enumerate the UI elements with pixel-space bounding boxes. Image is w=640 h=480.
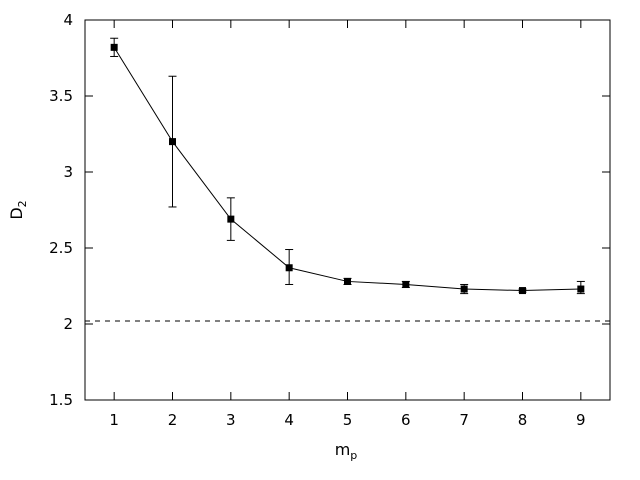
data-point — [519, 287, 526, 295]
data-point — [227, 215, 235, 223]
y-tick-label: 2.5 — [49, 239, 73, 257]
x-tick-label: 9 — [576, 411, 586, 429]
y-tick-label: 3.5 — [49, 87, 73, 105]
x-tick-label: 1 — [109, 411, 119, 429]
y-axis-label-main: D — [7, 207, 26, 219]
x-axis-label: mp — [335, 440, 358, 462]
x-tick-label: 6 — [401, 411, 411, 429]
data-point — [344, 277, 351, 285]
x-tick-label: 7 — [459, 411, 469, 429]
y-axis-label: D2 — [7, 200, 29, 219]
data-point — [577, 285, 585, 293]
data-point — [285, 264, 293, 272]
y-tick-label: 1.5 — [49, 391, 73, 409]
data-layer — [110, 37, 585, 295]
x-tick-label: 8 — [518, 411, 528, 429]
x-tick-label: 3 — [226, 411, 236, 429]
plot-frame — [84, 19, 611, 401]
series-line — [113, 47, 581, 292]
y-axis-label-sub: 2 — [16, 200, 29, 207]
x-tick-label: 4 — [284, 411, 294, 429]
data-point — [460, 285, 468, 293]
y-tick-label: 2 — [63, 315, 73, 333]
data-point — [169, 138, 176, 146]
labels-layer: 1 2 3 4 5 6 7 8 9 1.5 2 2.5 3 3.5 4 — [49, 11, 585, 429]
x-tick-label: 2 — [168, 411, 178, 429]
y-tick-label: 4 — [63, 11, 73, 29]
x-axis-label-sub: p — [350, 449, 357, 462]
data-point — [402, 280, 410, 288]
data-point — [110, 43, 118, 51]
x-axis-label-main: m — [335, 440, 351, 459]
y-tick-label: 3 — [63, 163, 73, 181]
x-tick-label: 5 — [343, 411, 353, 429]
ticks-layer — [85, 19, 610, 401]
